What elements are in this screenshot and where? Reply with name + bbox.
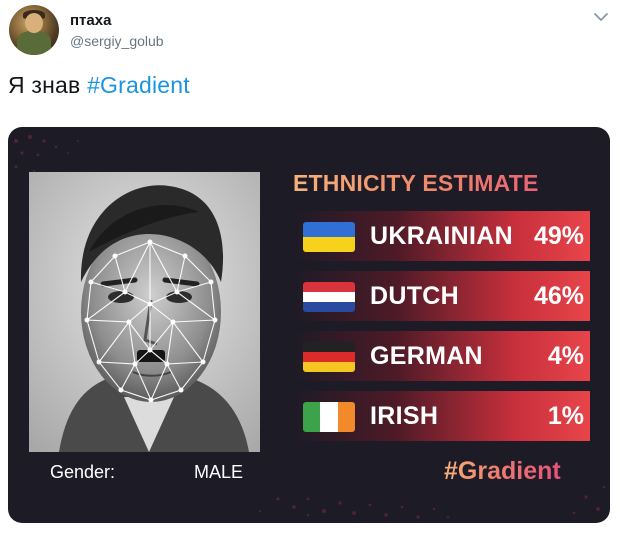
gender-label: Gender: bbox=[50, 462, 116, 482]
tweet-text: Я знав #Gradient bbox=[8, 72, 190, 99]
flag-germany-icon bbox=[303, 342, 355, 372]
country-label: IRISH bbox=[370, 402, 439, 430]
country-percent: 1% bbox=[547, 402, 584, 430]
chevron-down-icon[interactable] bbox=[593, 10, 609, 24]
ethnicity-row-ukrainian: UKRAINIAN 49% bbox=[293, 211, 590, 261]
ethnicity-row-irish: IRISH 1% bbox=[293, 391, 590, 441]
photo-edge bbox=[260, 172, 270, 452]
country-label: GERMAN bbox=[370, 342, 483, 370]
tweet-media-image[interactable]: Gender: MALE ETHNICITY ESTIMATE UKRAINIA… bbox=[8, 127, 610, 523]
ethnicity-row-german: GERMAN 4% bbox=[293, 331, 590, 381]
avatar[interactable] bbox=[9, 5, 59, 55]
country-percent: 46% bbox=[533, 282, 584, 310]
country-label: UKRAINIAN bbox=[370, 222, 513, 250]
ethnicity-row-dutch: DUTCH 46% bbox=[293, 271, 590, 321]
flag-ukraine-icon bbox=[303, 222, 355, 252]
dot-pattern-background bbox=[14, 135, 606, 519]
tweet-text-body: Я знав bbox=[8, 72, 88, 98]
gender-value: MALE bbox=[194, 462, 244, 482]
country-percent: 4% bbox=[547, 342, 584, 370]
portrait-photo bbox=[29, 172, 269, 452]
face-mesh-icon bbox=[84, 239, 218, 403]
flag-netherlands-icon bbox=[303, 282, 355, 312]
user-handle[interactable]: @sergiy_golub bbox=[70, 33, 164, 49]
brand-hashtag: #Gradient bbox=[444, 457, 561, 485]
flag-ireland-icon bbox=[303, 402, 355, 432]
country-percent: 49% bbox=[533, 222, 584, 250]
ethnicity-estimate-title: ETHNICITY ESTIMATE bbox=[293, 170, 589, 197]
hashtag-link[interactable]: #Gradient bbox=[87, 72, 190, 98]
country-label: DUTCH bbox=[370, 282, 459, 310]
display-name[interactable]: птаха bbox=[70, 12, 112, 29]
